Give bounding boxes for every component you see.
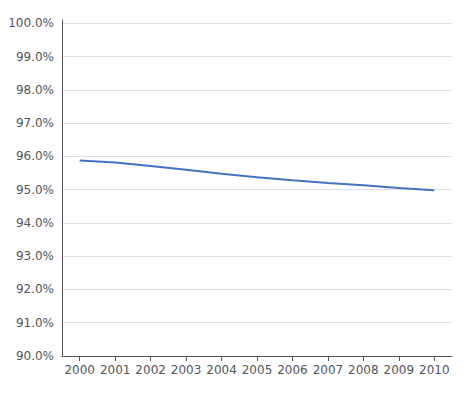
svg-text:95.0%: 95.0% (16, 183, 54, 197)
svg-text:2003: 2003 (171, 363, 202, 377)
svg-text:100.0%: 100.0% (8, 16, 54, 30)
svg-text:99.0%: 99.0% (16, 50, 54, 64)
svg-text:2006: 2006 (277, 363, 308, 377)
svg-text:2007: 2007 (313, 363, 344, 377)
svg-text:93.0%: 93.0% (16, 249, 54, 263)
svg-text:2005: 2005 (242, 363, 273, 377)
svg-text:2004: 2004 (206, 363, 237, 377)
svg-text:98.0%: 98.0% (16, 83, 54, 97)
svg-text:96.0%: 96.0% (16, 149, 54, 163)
svg-text:91.0%: 91.0% (16, 316, 54, 330)
svg-text:97.0%: 97.0% (16, 116, 54, 130)
svg-text:94.0%: 94.0% (16, 216, 54, 230)
svg-text:2000: 2000 (64, 363, 95, 377)
svg-text:90.0%: 90.0% (16, 349, 54, 363)
svg-text:2008: 2008 (348, 363, 379, 377)
svg-text:92.0%: 92.0% (16, 282, 54, 296)
svg-text:2010: 2010 (419, 363, 450, 377)
svg-text:2002: 2002 (135, 363, 166, 377)
svg-text:2001: 2001 (100, 363, 131, 377)
svg-text:2009: 2009 (384, 363, 415, 377)
